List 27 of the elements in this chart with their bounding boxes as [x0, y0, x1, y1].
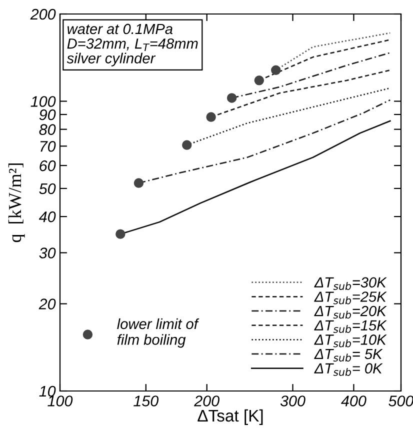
y-tick-label: 20 [38, 298, 56, 310]
legend-label: ΔT$_{sub}$=25K [314, 292, 387, 304]
x-tick-label: 400 [341, 396, 366, 406]
y-tick-label: 200 [30, 8, 56, 20]
annotation: water at 0.1MPa D=32mm, L$_{T}$=48mm silver cylinder [66, 24, 198, 66]
legend-label: ΔT$_{sub}$= 5K [314, 349, 383, 362]
legend-label: lower limit of film boiling [117, 318, 200, 348]
y-axis-title: q [kW/m²] [8, 164, 25, 242]
y-tick-label: 90 [39, 109, 56, 120]
y-tick-label: 60 [40, 160, 56, 172]
legend-label: ΔT$_{sub}$=20K [314, 306, 387, 319]
x-tick-label: 200 [194, 396, 220, 406]
y-tick-label: 30 [39, 248, 56, 258]
x-tick-label: 100 [48, 396, 73, 406]
y-tick-label: 80 [39, 124, 56, 135]
x-tick-label: 150 [134, 396, 159, 406]
y-tick-label: 10 [39, 386, 56, 397]
legend-label: ΔT$_{sub}$=10K [314, 334, 387, 348]
y-tick-label: 100 [30, 96, 56, 107]
legend-label: ΔT$_{sub}$=15K [314, 320, 387, 333]
x-tick-label: 300 [280, 396, 306, 406]
y-tick-label: 50 [39, 183, 56, 194]
y-tick-label: 70 [40, 140, 56, 152]
x-axis-title: ΔTsat [K] [198, 409, 263, 425]
legend-label: ΔT$_{sub}$= 0K [314, 363, 383, 376]
y-tick-label: 40 [38, 211, 56, 222]
legend-label: ΔT$_{sub}$=30K [314, 277, 387, 290]
